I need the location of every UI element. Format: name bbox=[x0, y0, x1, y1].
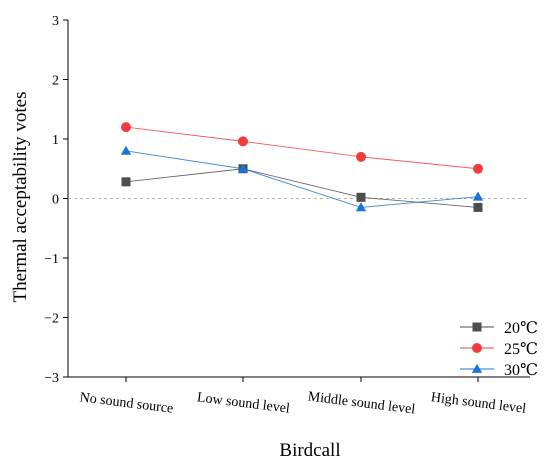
y-tick-label: −3 bbox=[44, 371, 59, 386]
series-circle bbox=[121, 122, 483, 174]
data-point bbox=[237, 163, 249, 173]
data-point bbox=[356, 151, 366, 162]
y-tick-label: 2 bbox=[52, 74, 59, 89]
y-tick-label: 1 bbox=[52, 133, 59, 148]
x-tick-label: No sound source bbox=[79, 390, 174, 416]
data-point bbox=[121, 122, 131, 133]
data-point bbox=[472, 191, 484, 201]
y-tick-label: −2 bbox=[44, 312, 59, 327]
legend-marker bbox=[471, 363, 483, 373]
x-ticks: No sound source Low sound level Middle sou… bbox=[79, 377, 527, 418]
x-axis-label: Birdcall bbox=[279, 440, 340, 461]
data-point bbox=[238, 136, 248, 147]
data-point bbox=[473, 202, 483, 212]
legend-marker bbox=[472, 343, 482, 353]
x-tick-label: High sound level bbox=[430, 390, 527, 417]
y-ticks: 3 2 1 0 −1 −2 −3 bbox=[44, 14, 68, 386]
data-point bbox=[356, 192, 366, 202]
y-tick-label: 0 bbox=[52, 193, 59, 208]
legend: 20℃ 25℃ 30℃ bbox=[460, 320, 538, 379]
y-tick-label: 3 bbox=[52, 14, 59, 29]
y-tick-label: −1 bbox=[44, 252, 59, 267]
x-tick-label: Middle sound level bbox=[307, 389, 416, 417]
data-point bbox=[355, 202, 367, 212]
data-point bbox=[121, 177, 131, 187]
y-axis-label: Thermal acceptability votes bbox=[10, 91, 31, 302]
legend-item: 20℃ bbox=[460, 320, 538, 337]
series-line bbox=[125, 150, 479, 208]
series-line bbox=[125, 126, 479, 170]
series-triangle bbox=[120, 145, 484, 212]
legend-item: 30℃ bbox=[460, 362, 538, 379]
legend-item: 25℃ bbox=[460, 341, 538, 358]
legend-marker bbox=[472, 322, 482, 332]
legend-label: 25℃ bbox=[504, 341, 538, 358]
legend-label: 20℃ bbox=[504, 320, 538, 337]
data-point bbox=[473, 163, 483, 174]
series-layer bbox=[120, 122, 484, 212]
legend-label: 30℃ bbox=[504, 362, 538, 379]
data-point bbox=[120, 145, 132, 155]
x-tick-label: Low sound level bbox=[196, 390, 291, 416]
